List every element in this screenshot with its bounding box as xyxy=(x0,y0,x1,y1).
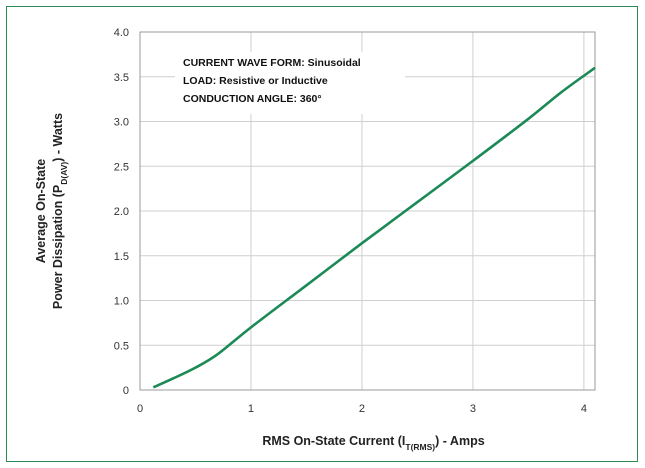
y-axis-title: Average On-State Power Dissipation (PD(A… xyxy=(34,113,69,309)
y-tick-label: 2.0 xyxy=(114,206,129,218)
x-axis-title-subscript: T(RMS) xyxy=(405,442,435,452)
y-axis-title-line2-tail: ) - Watts xyxy=(51,113,65,162)
y-tick-label: 2.5 xyxy=(114,161,129,173)
x-axis-title: RMS On-State Current (IT(RMS)) - Amps xyxy=(262,434,484,452)
y-tick-label: 1.0 xyxy=(114,296,129,308)
annotation-waveform: CURRENT WAVE FORM: Sinusoidal xyxy=(183,57,361,69)
power-dissipation-chart: CURRENT WAVE FORM: Sinusoidal LOAD: Resi… xyxy=(34,27,596,452)
y-tick-label: 4.0 xyxy=(114,27,129,39)
x-tick-label: 3 xyxy=(470,403,476,415)
tick-labels: 0 1 2 3 4 0 0.5 1.0 1.5 2.0 2.5 3.0 3.5 4.0 xyxy=(114,27,587,415)
y-tick-label: 0 xyxy=(123,385,129,397)
chart-frame: CURRENT WAVE FORM: Sinusoidal LOAD: Resi… xyxy=(6,6,638,462)
x-tick-label: 0 xyxy=(137,403,143,415)
annotation-load: LOAD: Resistive or Inductive xyxy=(183,75,328,87)
x-axis-title-tail: ) - Amps xyxy=(435,434,485,448)
y-tick-label: 0.5 xyxy=(114,340,129,352)
y-tick-label: 3.0 xyxy=(114,117,129,129)
y-tick-label: 3.5 xyxy=(114,72,129,84)
y-axis-title-line2: Power Dissipation (PD(AV)) - Watts xyxy=(51,113,69,309)
annotation-background xyxy=(175,52,405,114)
x-tick-label: 1 xyxy=(248,403,254,415)
y-axis-title-line1: Average On-State xyxy=(34,159,48,263)
power-dissipation-curve xyxy=(152,66,596,389)
y-axis-title-line2-subscript: D(AV) xyxy=(59,162,69,185)
x-tick-label: 4 xyxy=(581,403,587,415)
x-axis-title-main: RMS On-State Current (I xyxy=(262,434,405,448)
x-tick-label: 2 xyxy=(359,403,365,415)
y-tick-label: 1.5 xyxy=(114,251,129,263)
plot-border xyxy=(139,31,596,391)
y-axis-title-line2-main: Power Dissipation (P xyxy=(51,185,65,309)
series-layer xyxy=(152,66,596,389)
annotation-conduction-angle: CONDUCTION ANGLE: 360° xyxy=(183,93,322,105)
